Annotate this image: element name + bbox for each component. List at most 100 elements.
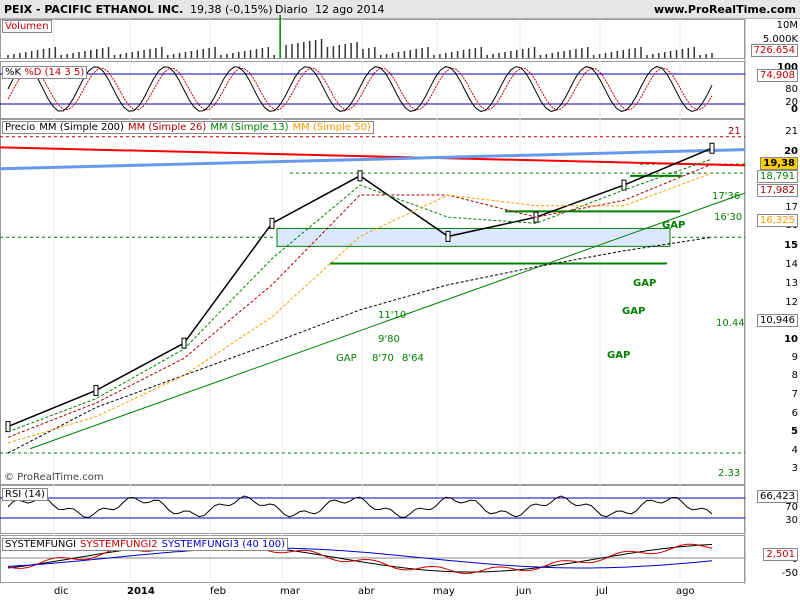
system-panel-label: SYSTEMFUNGI SYSTEMFUNGI2 SYSTEMFUNGI3 (4…: [2, 538, 289, 551]
x-label-feb: feb: [210, 586, 227, 597]
system-tick-m50: -50: [781, 568, 798, 579]
series-line-4: [7, 172, 713, 444]
price-tag-mm26: 17,982: [757, 184, 798, 197]
price-tick-4: 4: [791, 445, 798, 456]
stoch-tick-80: 80: [785, 84, 798, 95]
chart-header: PEIX - PACIFIC ETHANOL INC. 19,38 (-0,15…: [0, 0, 800, 19]
price-tag-mm13: 18,791: [757, 170, 798, 183]
x-label-abr: abr: [358, 586, 375, 597]
stoch-last-tag: 74,908: [757, 69, 798, 82]
price-tag-last: 19,38: [760, 157, 798, 170]
blue-trendline: [0, 148, 746, 171]
x-label-ago: ago: [676, 586, 695, 597]
volume-tick-10m: 10M: [776, 20, 798, 31]
series-line-1: [7, 236, 713, 454]
x-label-may: may: [433, 586, 455, 597]
price-tag-mm50: 16,325: [757, 214, 798, 227]
annotation-1736: 17'36: [712, 191, 741, 202]
x-label-jun: jun: [516, 586, 532, 597]
price-tick-6: 6: [791, 408, 798, 419]
price-tick-5: 5: [791, 426, 798, 437]
annotation-gap-3: GAP: [622, 306, 646, 317]
price-candle: [93, 384, 99, 396]
resistance-trendline: [0, 146, 746, 167]
annotation-gap-4: GAP: [607, 350, 631, 361]
price-legend: Precio MM (Simple 200) MM (Simple 26) MM…: [2, 121, 374, 134]
price-tick-13: 13: [785, 278, 798, 289]
systemfungi2-label: SYSTEMFUNGI2: [80, 539, 158, 550]
annotation-1110: 11'10: [378, 310, 407, 321]
quote: 19,38 (-0,15%): [190, 3, 273, 16]
price-tag-mm200: 10,946: [757, 314, 798, 327]
series-line-0: [7, 147, 713, 428]
price-tick-15: 15: [784, 240, 798, 251]
stoch-d-label: %D (14 3 5): [24, 67, 85, 78]
stoch-tick-0: 0: [791, 104, 798, 115]
stoch-k-line: [7, 66, 713, 113]
systemfungi3-line: [7, 547, 713, 569]
rsi-line: [7, 495, 713, 519]
system-last-tag: 2,501: [763, 548, 798, 561]
legend-mm13: MM (Simple 13): [210, 122, 289, 133]
stoch-tick-20: 20: [785, 97, 798, 108]
stoch-panel-label: %K %D (14 3 5): [2, 66, 88, 79]
x-label-jul: jul: [596, 586, 608, 597]
annotation-gap-2: GAP: [633, 278, 657, 289]
annotation-980: 9'80: [378, 334, 400, 345]
price-candle: [5, 421, 11, 433]
stoch-panel-frame: [0, 61, 745, 119]
volume-last-tag: 726.654: [750, 44, 798, 57]
annotation-gap-1: GAP: [662, 220, 686, 231]
volume-tick-5000k: 5.000K: [762, 34, 798, 45]
date: 12 ago 2014: [315, 3, 385, 16]
annotation-233: 2.33: [718, 468, 741, 479]
price-tick-10: 10: [784, 334, 798, 345]
gap-zone-box: [276, 227, 671, 247]
legend-precio: Precio: [5, 122, 36, 133]
price-candle: [709, 142, 715, 154]
watermark: © ProRealTime.com: [4, 472, 104, 483]
legend-mm26: MM (Simple 26): [127, 122, 207, 133]
series-line-3: [7, 158, 713, 433]
annotation-864: 8'64: [402, 353, 424, 364]
rsi-tick-70: 70: [785, 502, 798, 513]
price-tick-14: 14: [785, 259, 798, 270]
rsi-panel-label: RSI (14): [2, 488, 48, 501]
x-label-mar: mar: [280, 586, 300, 597]
series-line-2: [7, 163, 713, 438]
legend-mm200: MM (Simple 200): [39, 122, 124, 133]
stoch-k-label: %K: [5, 67, 22, 78]
x-label-2014: 2014: [127, 586, 155, 597]
price-panel-frame: [0, 119, 745, 485]
price-tick-3: 3: [791, 463, 798, 474]
price-candle: [269, 217, 275, 229]
price-tick-21: 21: [785, 126, 798, 137]
price-tick-9: 9: [791, 352, 798, 363]
rsi-label-text: RSI (14): [5, 489, 45, 500]
x-label-dic: dic: [54, 586, 69, 597]
period: Diario: [275, 3, 308, 16]
rsi-last-tag: 66,423: [757, 490, 798, 503]
support-trendline: [29, 192, 746, 450]
price-tick-12: 12: [785, 297, 798, 308]
annotation-1630: 16'30: [714, 212, 743, 223]
annotation-870: 8'70: [372, 353, 394, 364]
volume-panel-label: Volumen: [2, 20, 52, 33]
site-url: www.ProRealTime.com: [653, 3, 796, 16]
price-tick-17: 17: [785, 202, 798, 213]
stoch-d-line: [7, 67, 713, 111]
ticker-title: PEIX - PACIFIC ETHANOL INC.: [4, 3, 184, 16]
price-candle: [357, 170, 363, 182]
stoch-tick-100: 100: [777, 62, 798, 73]
systemfungi3-label: SYSTEMFUNGI3 (40 100): [161, 539, 286, 550]
price-tick-7: 7: [791, 389, 798, 400]
price-tick-20: 20: [784, 146, 798, 157]
price-candle: [621, 179, 627, 191]
legend-mm50: MM (Simple 50): [292, 122, 371, 133]
price-candle: [181, 337, 187, 349]
systemfungi-label: SYSTEMFUNGI: [5, 539, 77, 550]
rsi-tick-30: 30: [785, 515, 798, 526]
price-tick-8: 8: [791, 370, 798, 381]
